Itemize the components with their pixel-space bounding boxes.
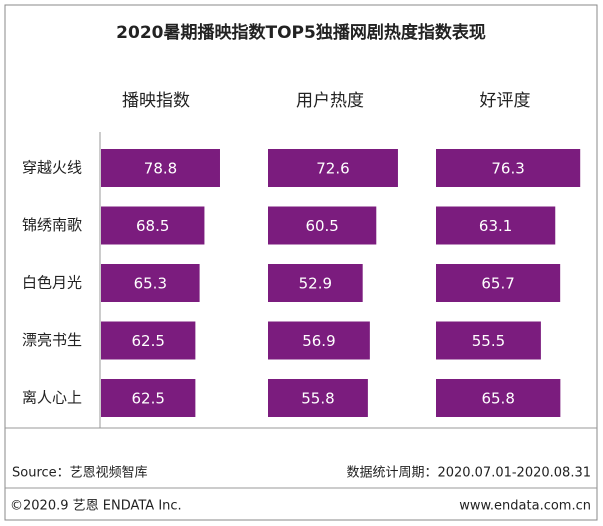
category-label: 漂亮书生	[22, 331, 82, 349]
bar	[436, 321, 541, 360]
value-label: 65.3	[134, 275, 167, 293]
value-label: 52.9	[299, 275, 332, 293]
value-label: 65.8	[481, 390, 514, 408]
panel-header: 好评度	[480, 91, 531, 111]
bar	[436, 264, 561, 302]
outer-frame	[4, 4, 598, 521]
value-label: 72.6	[316, 160, 349, 178]
bar	[436, 379, 561, 417]
bar	[268, 321, 370, 360]
value-label: 55.8	[301, 390, 334, 408]
chart-title: 2020暑期播映指数TOP5独播网剧热度指数表现	[116, 22, 486, 43]
value-label: 60.5	[305, 217, 338, 235]
bar	[101, 321, 196, 360]
value-label: 63.1	[479, 217, 512, 235]
bar	[268, 149, 398, 187]
value-label: 62.5	[131, 332, 164, 350]
panel-header: 用户热度	[296, 91, 364, 111]
value-label: 62.5	[131, 390, 164, 408]
period: 数据统计周期：2020.07.01-2020.08.31	[346, 466, 591, 481]
website: www.endata.com.cn	[459, 499, 591, 514]
value-label: 56.9	[302, 332, 335, 350]
value-label: 55.5	[472, 332, 505, 350]
bar	[436, 206, 556, 245]
value-label: 76.3	[491, 160, 524, 178]
value-label: 68.5	[136, 217, 169, 235]
bar	[268, 206, 377, 245]
bar	[268, 379, 368, 417]
bar	[101, 264, 200, 302]
bar	[436, 149, 581, 187]
bar	[101, 379, 196, 417]
category-label: 离人心上	[22, 389, 82, 407]
copyright: ©2020.9 艺恩 ENDATA Inc.	[10, 499, 182, 514]
source: Source：艺恩视频智库	[12, 465, 148, 481]
bar	[101, 206, 205, 245]
bar	[268, 264, 363, 302]
value-label: 78.8	[144, 160, 177, 178]
value-label: 65.7	[481, 275, 514, 293]
category-label: 锦绣南歌	[22, 216, 82, 234]
category-label: 白色月光	[22, 274, 82, 292]
bar	[101, 149, 220, 187]
category-label: 穿越火线	[22, 159, 82, 177]
panel-header: 播映指数	[122, 91, 190, 111]
